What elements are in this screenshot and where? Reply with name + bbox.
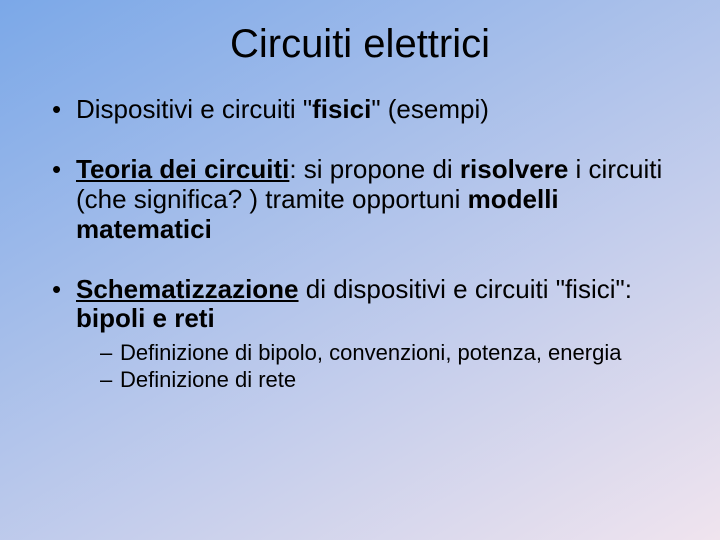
bullet-list: Dispositivi e circuiti "fisici" (esempi)… [48, 95, 672, 393]
text-run: risolvere [460, 154, 568, 184]
bullet-text: Dispositivi e circuiti "fisici" (esempi) [76, 94, 489, 124]
sub-bullet-list: Definizione di bipolo, convenzioni, pote… [76, 340, 672, 393]
text-run: Schematizzazione [76, 274, 299, 304]
text-run: Teoria dei circuiti [76, 154, 289, 184]
text-run: " (esempi) [371, 94, 489, 124]
sub-bullet-text: Definizione di bipolo, convenzioni, pote… [120, 340, 621, 365]
bullet-item: Dispositivi e circuiti "fisici" (esempi) [48, 95, 672, 125]
text-run: di dispositivi e circuiti "fisici": [299, 274, 632, 304]
sub-bullet-item: Definizione di rete [100, 367, 672, 393]
slide-title: Circuiti elettrici [48, 22, 672, 67]
slide: Circuiti elettrici Dispositivi e circuit… [0, 0, 720, 540]
bullet-item: Teoria dei circuiti: si propone di risol… [48, 155, 672, 245]
bullet-text: Schematizzazione di dispositivi e circui… [76, 274, 632, 334]
text-run: : si propone di [289, 154, 460, 184]
sub-bullet-item: Definizione di bipolo, convenzioni, pote… [100, 340, 672, 366]
text-run: bipoli e reti [76, 303, 215, 333]
text-run: fisici [312, 94, 371, 124]
sub-bullet-text: Definizione di rete [120, 367, 296, 392]
bullet-item: Schematizzazione di dispositivi e circui… [48, 275, 672, 394]
text-run: Dispositivi e circuiti " [76, 94, 312, 124]
bullet-text: Teoria dei circuiti: si propone di risol… [76, 154, 662, 244]
